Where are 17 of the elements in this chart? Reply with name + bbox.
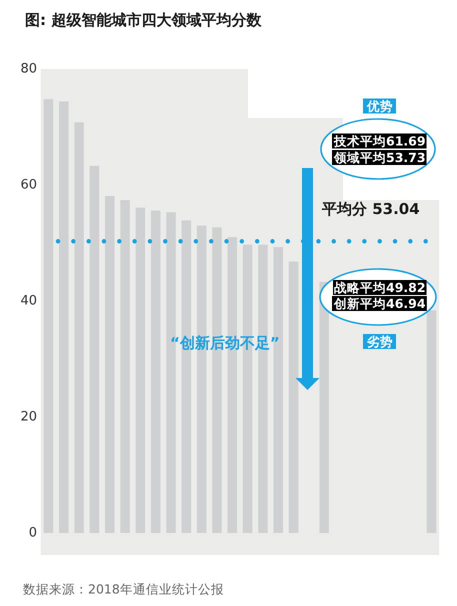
annotation: 数据来源：2018年通信业统计公报: [23, 582, 224, 596]
annotation-label: 战略平均49.82: [333, 280, 427, 295]
y-tick-label: 20: [20, 410, 37, 424]
y-tick-label: 40: [20, 294, 37, 308]
annotation-label: 优势: [363, 98, 396, 114]
y-tick-label: 60: [20, 178, 37, 192]
annotation: “创新后劲不足”: [170, 334, 280, 352]
annotation-label: 领域平均53.73: [332, 150, 427, 165]
y-tick-label: 80: [20, 62, 37, 76]
annotation-label: 劣势: [363, 334, 396, 349]
annotation: 平均分 53.04: [322, 200, 420, 218]
annotation-label: 创新平均46.94: [332, 296, 427, 311]
annotation: 劣势: [366, 334, 393, 349]
y-tick-label: 0: [28, 526, 37, 540]
annotation: 优势: [366, 98, 393, 114]
chart-title: 图: 超级智能城市四大领域平均分数: [25, 11, 262, 29]
annotation-label: 技术平均61.69: [332, 134, 427, 148]
